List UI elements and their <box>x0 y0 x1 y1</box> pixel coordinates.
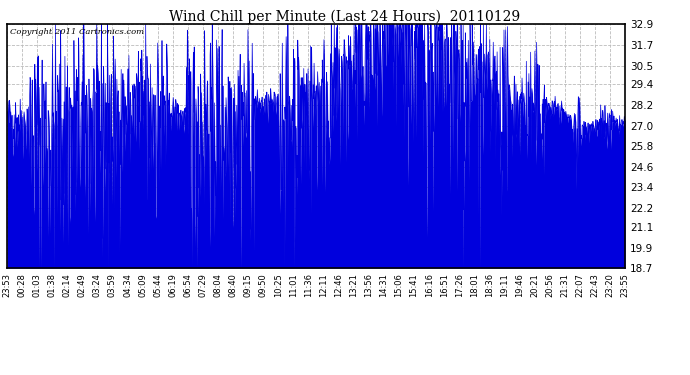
Text: Copyright 2011 Cartronics.com: Copyright 2011 Cartronics.com <box>10 28 144 36</box>
Text: Wind Chill per Minute (Last 24 Hours)  20110129: Wind Chill per Minute (Last 24 Hours) 20… <box>170 9 520 24</box>
